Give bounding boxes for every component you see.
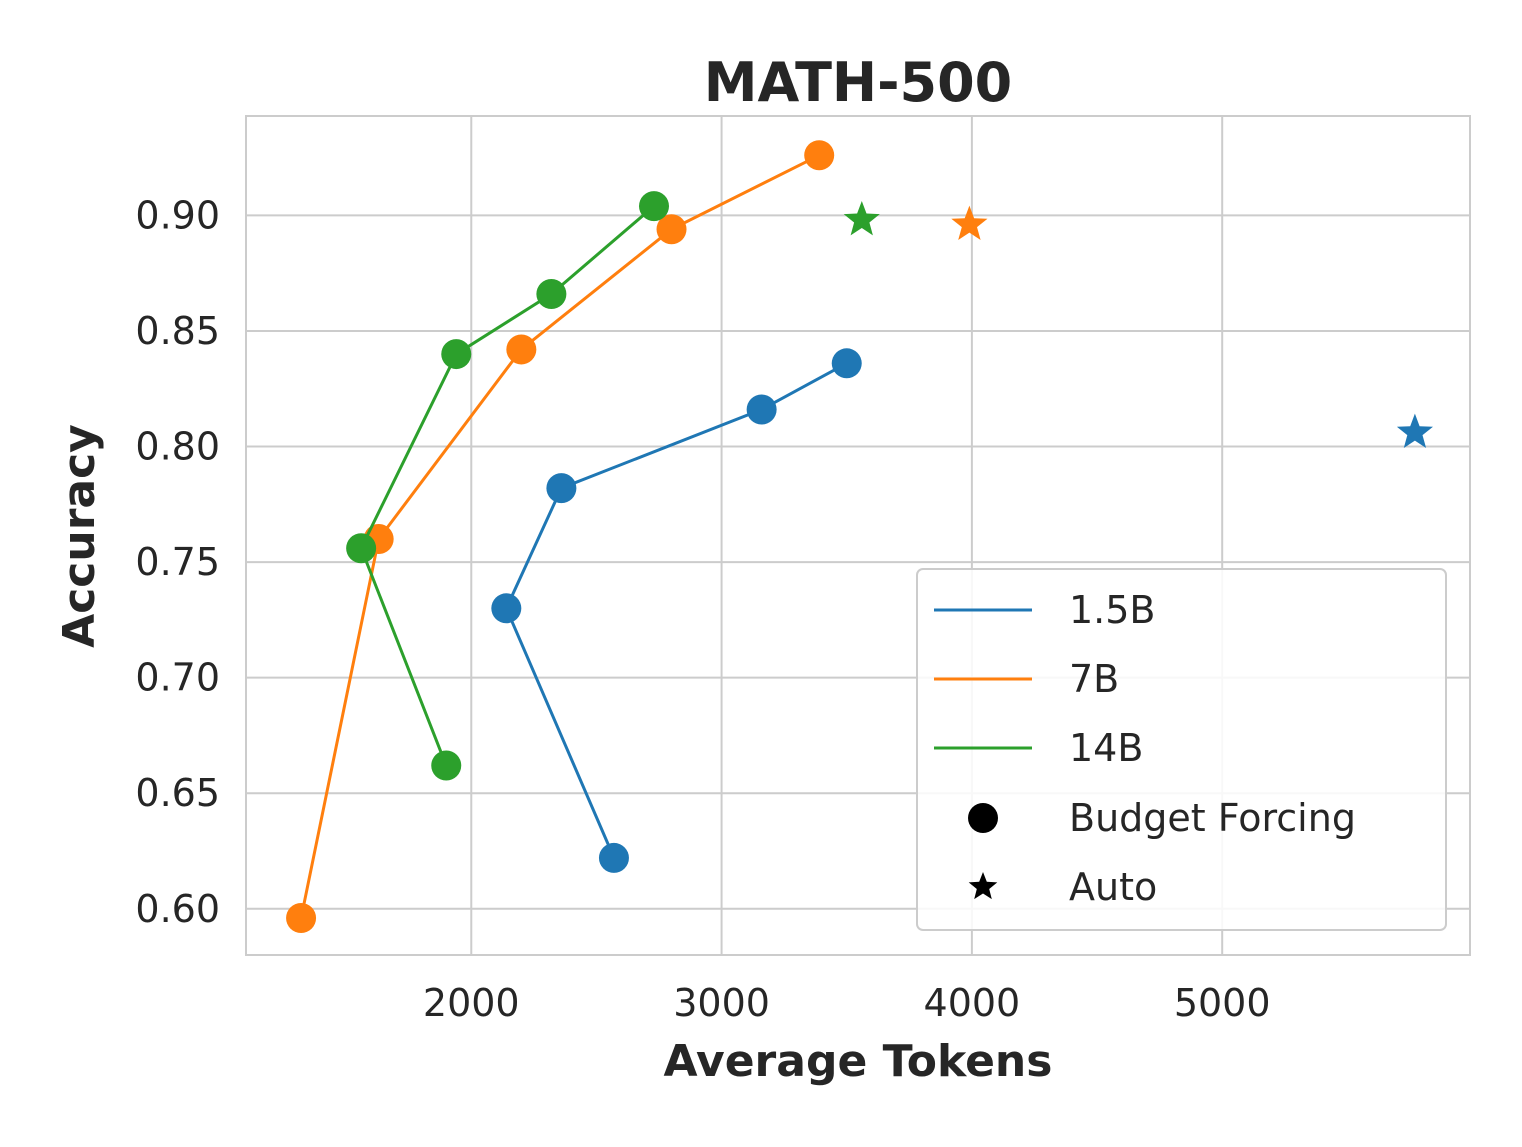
budget-forcing-point [346, 533, 377, 564]
budget-forcing-point [441, 339, 472, 370]
budget-forcing-point [831, 348, 862, 379]
budget-forcing-point [491, 593, 522, 624]
legend-label: Auto [1069, 865, 1157, 909]
budget-forcing-point [746, 394, 777, 425]
plot-area-frame [245, 115, 1471, 956]
budget-forcing-point [656, 214, 687, 245]
y-tick-label: 0.60 [135, 887, 220, 931]
legend-label: 7B [1069, 657, 1119, 701]
budget-forcing-point [639, 191, 669, 222]
x-tick-label: 3000 [673, 981, 770, 1025]
series-7B [286, 140, 988, 934]
y-tick-label: 0.90 [135, 193, 220, 237]
series-14B [346, 191, 880, 781]
budget-forcing-point [546, 473, 577, 504]
y-tick-label: 0.80 [135, 425, 220, 469]
y-tick-labels: 0.60 0.65 0.70 0.75 0.80 0.85 0.90 [135, 193, 220, 930]
y-tick-label: 0.75 [135, 540, 220, 584]
legend-label: 1.5B [1069, 588, 1156, 632]
budget-forcing-point [598, 842, 629, 873]
auto-point [951, 205, 988, 240]
budget-forcing-point [804, 140, 835, 171]
x-tick-label: 2000 [423, 981, 520, 1025]
auto-point [843, 201, 880, 236]
legend: 1.5B 7B 14B Budget Forcing Auto [916, 568, 1447, 931]
y-tick-label: 0.70 [135, 656, 220, 700]
y-tick-label: 0.65 [135, 771, 220, 815]
series-1.5B [491, 348, 1433, 873]
x-tick-label: 4000 [924, 981, 1021, 1025]
x-axis-label: Average Tokens [664, 1036, 1053, 1087]
budget-forcing-point [286, 903, 317, 934]
legend-box [916, 568, 1447, 931]
x-tick-labels: 2000 3000 4000 5000 [423, 981, 1271, 1025]
legend-marker-star [968, 872, 998, 900]
budget-forcing-point [431, 750, 462, 781]
budget-forcing-point [536, 278, 567, 309]
chart-title: MATH-500 [704, 51, 1013, 114]
legend-label: 14B [1069, 726, 1143, 770]
x-tick-label: 5000 [1174, 981, 1271, 1025]
legend-label: Budget Forcing [1069, 796, 1356, 840]
data-series [286, 140, 1433, 934]
auto-point [1396, 413, 1433, 448]
budget-forcing-point [506, 334, 537, 365]
y-tick-label: 0.85 [135, 309, 220, 353]
y-axis-label: Accuracy [54, 424, 105, 648]
legend-marker-circle [968, 803, 998, 833]
